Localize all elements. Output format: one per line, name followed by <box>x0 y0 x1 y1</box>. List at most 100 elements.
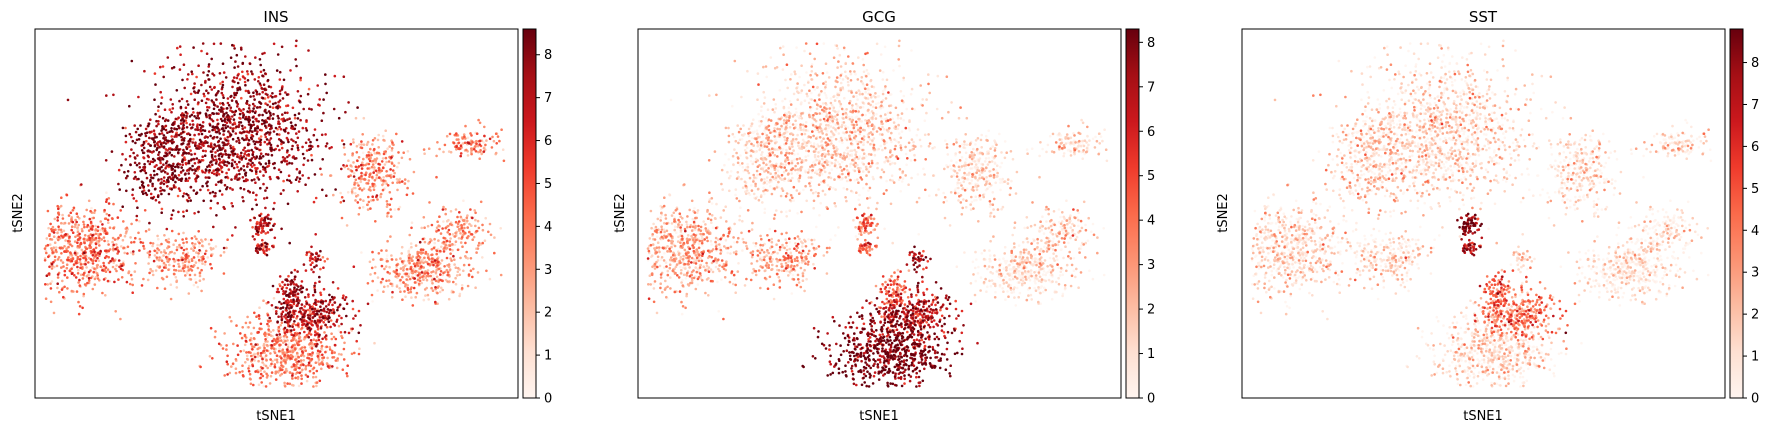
data-point <box>264 125 267 128</box>
data-point <box>241 364 244 367</box>
data-point <box>332 309 335 312</box>
data-point <box>307 177 310 180</box>
data-point <box>395 269 398 272</box>
data-point <box>438 148 441 151</box>
data-point <box>87 261 90 264</box>
data-point <box>210 255 213 258</box>
data-point <box>158 151 161 154</box>
data-point <box>274 352 277 355</box>
data-point <box>230 320 233 323</box>
data-point <box>137 178 140 181</box>
data-point <box>834 234 837 237</box>
data-point <box>452 291 455 294</box>
data-point <box>98 240 101 243</box>
data-point <box>218 140 221 143</box>
data-point <box>82 257 85 260</box>
data-point <box>177 151 180 154</box>
data-point <box>299 101 302 104</box>
data-point <box>462 230 465 233</box>
data-point <box>433 242 436 245</box>
data-point <box>481 256 484 259</box>
data-point <box>483 135 486 138</box>
data-point <box>423 257 426 260</box>
data-point <box>235 101 238 104</box>
data-point <box>46 237 49 240</box>
data-point <box>498 140 501 143</box>
data-point <box>75 262 78 265</box>
data-point <box>212 169 215 172</box>
data-point <box>256 91 259 94</box>
data-point <box>278 301 281 304</box>
data-point <box>91 251 94 254</box>
data-point <box>458 237 461 240</box>
data-point <box>407 275 410 278</box>
data-point <box>652 282 655 285</box>
data-point <box>160 251 163 254</box>
data-point <box>315 264 318 267</box>
data-point <box>223 272 226 275</box>
data-point <box>150 176 153 179</box>
data-point <box>236 77 239 80</box>
data-point <box>408 262 411 265</box>
data-point <box>91 234 94 237</box>
data-point <box>287 294 290 297</box>
data-point <box>272 285 275 288</box>
colorbar-tick-label: 3 <box>544 263 552 278</box>
data-point <box>148 137 151 140</box>
data-point <box>176 286 179 289</box>
data-point <box>432 289 435 292</box>
data-point <box>418 283 421 286</box>
data-point <box>395 266 398 269</box>
data-point <box>94 225 97 228</box>
data-point <box>386 215 389 218</box>
data-point <box>280 161 283 164</box>
data-point <box>197 101 200 104</box>
data-point <box>141 184 144 187</box>
data-point <box>251 179 254 182</box>
data-point <box>83 223 86 226</box>
data-point <box>289 325 292 328</box>
data-point <box>355 166 358 169</box>
data-point <box>760 109 763 112</box>
data-point <box>826 71 829 74</box>
data-point <box>467 154 470 157</box>
data-point <box>364 174 367 177</box>
data-point <box>121 265 124 268</box>
data-point <box>420 282 423 285</box>
data-point <box>156 252 159 255</box>
data-point <box>414 265 417 268</box>
data-point <box>272 246 275 249</box>
data-point <box>212 159 215 162</box>
data-point <box>228 168 231 171</box>
data-point <box>293 286 296 289</box>
data-point <box>58 291 61 294</box>
data-point <box>387 285 390 288</box>
data-point <box>209 146 212 149</box>
data-point <box>263 83 266 86</box>
data-point <box>172 179 175 182</box>
data-point <box>249 169 252 172</box>
data-point <box>187 73 190 76</box>
data-point <box>343 146 346 149</box>
data-point <box>449 244 452 247</box>
data-point <box>153 174 156 177</box>
data-point <box>180 136 183 139</box>
data-point <box>309 145 312 148</box>
data-point <box>389 208 392 211</box>
data-point <box>156 287 159 290</box>
data-point <box>172 209 175 212</box>
data-point <box>291 346 294 349</box>
data-point <box>367 303 370 306</box>
data-point <box>237 354 240 357</box>
data-point <box>257 80 260 83</box>
data-point <box>148 256 151 259</box>
data-point <box>320 173 323 176</box>
data-point <box>279 78 282 81</box>
data-point <box>140 241 143 244</box>
data-point <box>882 90 885 93</box>
data-point <box>250 70 253 73</box>
data-point <box>145 230 148 233</box>
data-point <box>298 130 301 133</box>
data-point <box>76 215 79 218</box>
data-point <box>342 368 345 371</box>
